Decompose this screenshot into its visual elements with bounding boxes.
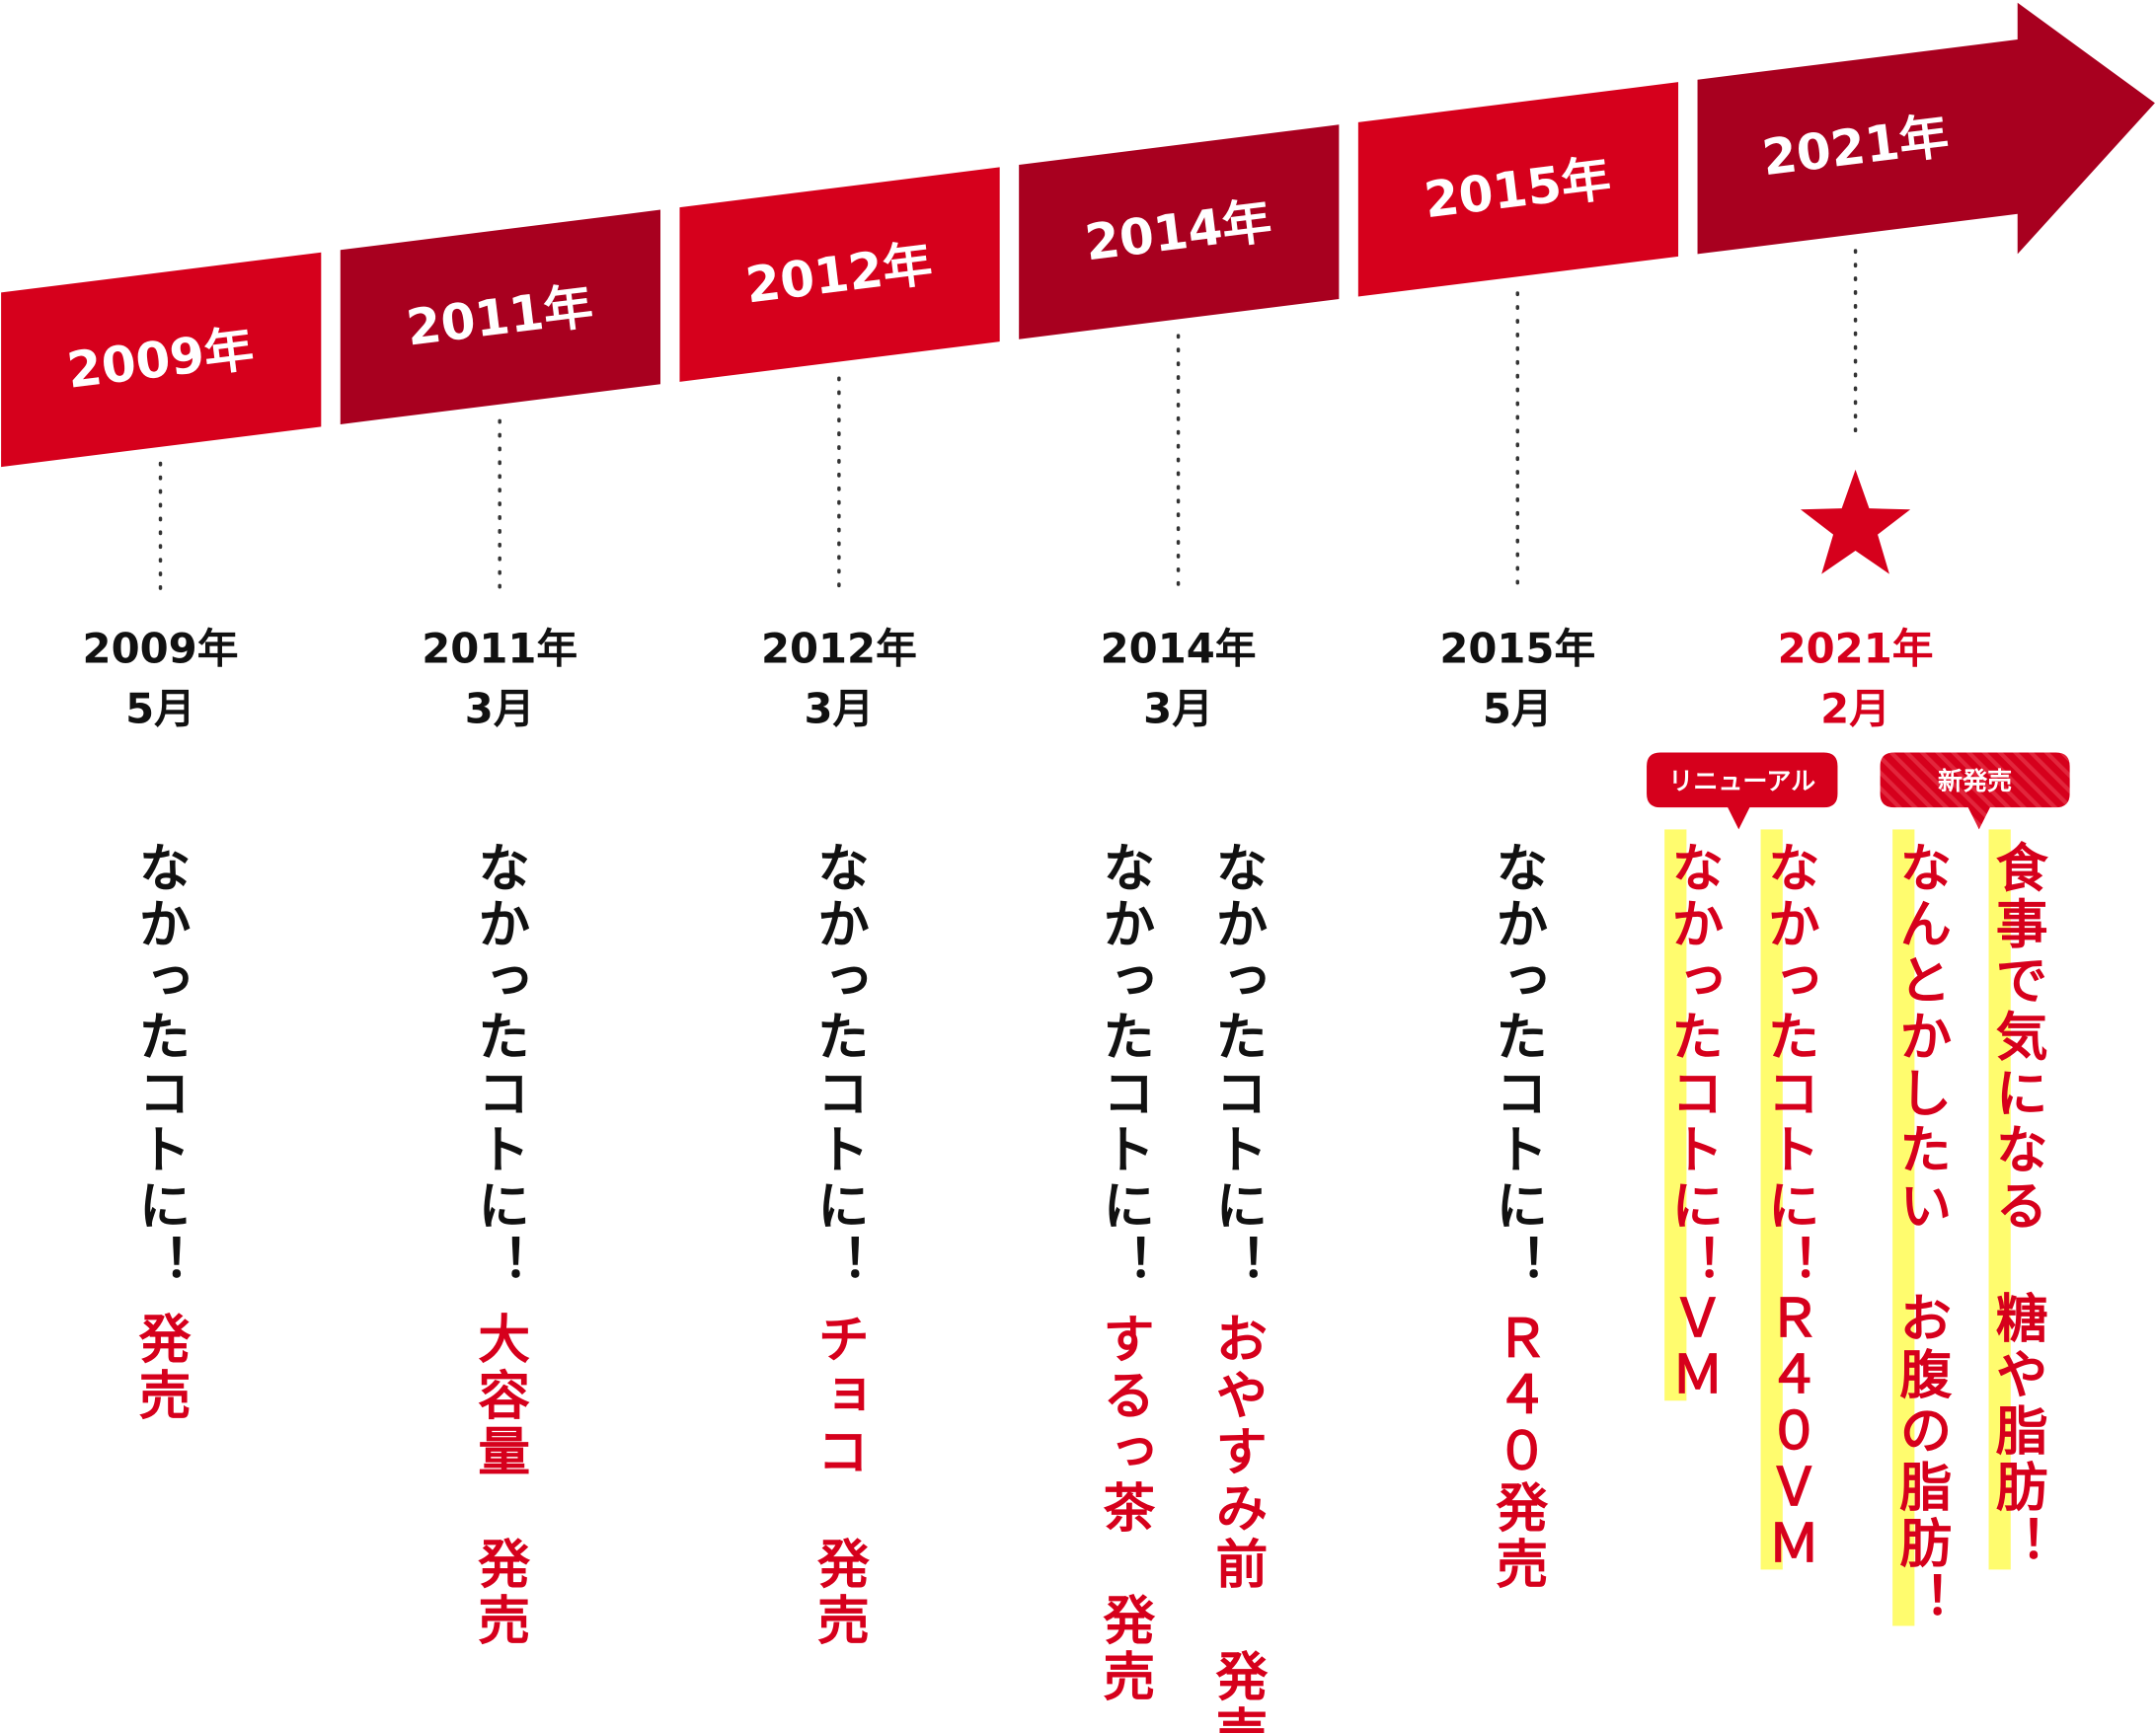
badge <box>1647 752 1838 830</box>
date-label: 5月 <box>125 684 195 732</box>
banner-segment <box>1357 82 1679 297</box>
highlight <box>1892 829 1915 1626</box>
badge-text: リニューアル <box>1668 767 1815 795</box>
product-label: おやすみ前 発売 <box>1207 1312 1268 1733</box>
product-name: 食事で気になる 糖や脂肪！ <box>1987 840 2047 1572</box>
date-label: 2021年 <box>1778 624 1934 672</box>
date-label: 2012年 <box>761 624 917 672</box>
product-label: するっ茶 発売 <box>1095 1312 1155 1705</box>
banner-segment <box>1019 124 1340 339</box>
product-name: なかったコトに！ <box>470 841 530 1291</box>
star-icon <box>1800 469 1911 574</box>
badge-text: 新発売 <box>1938 767 2012 795</box>
date-label: 2009年 <box>83 624 239 672</box>
date-label: 3月 <box>1143 684 1213 732</box>
product-label: Ｒ４０発売 <box>1488 1312 1548 1593</box>
date-label: 2011年 <box>422 624 578 672</box>
product-name: なんとかしたい お腹の脂肪！ <box>1891 841 1952 1629</box>
product-name: なかったコトに！ <box>1095 841 1155 1291</box>
date-label: 5月 <box>1483 684 1553 732</box>
date-label: 3月 <box>804 684 874 732</box>
highlight <box>1664 829 1687 1401</box>
badge <box>1880 752 2070 830</box>
product-label: 大容量 発売 <box>470 1311 530 1649</box>
highlight <box>1760 829 1783 1570</box>
product-name: なかったコトに！ <box>1207 841 1268 1291</box>
product-name: なかったコトに！ＶＭ <box>1663 841 1724 1403</box>
arrow-segment <box>1697 2 2155 255</box>
product-name: なかったコトに！Ｒ４０ＶＭ <box>1759 841 1819 1573</box>
date-label: 2月 <box>1820 684 1890 732</box>
banner-segment <box>679 167 1000 382</box>
banner-segment <box>340 209 661 424</box>
highlight <box>1988 829 2011 1570</box>
product-name: なかったコトに！ <box>808 841 869 1291</box>
date-label: 3月 <box>465 684 535 732</box>
product-label: チョコ 発売 <box>808 1312 869 1649</box>
date-label: 2015年 <box>1439 624 1595 672</box>
product-label: 発売 <box>130 1311 191 1424</box>
product-name: なかったコトに！ <box>130 841 191 1291</box>
date-label: 2014年 <box>1101 624 1257 672</box>
product-name: なかったコトに！ <box>1488 841 1548 1291</box>
banner-segment <box>1 252 322 468</box>
